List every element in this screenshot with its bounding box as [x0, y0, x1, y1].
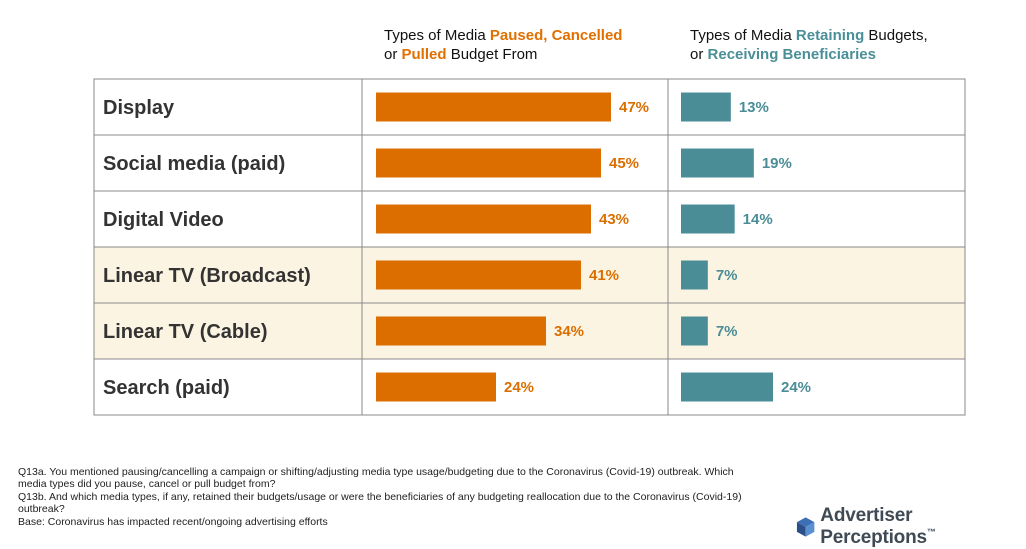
retaining-value-label: 24% — [781, 379, 811, 396]
header-right-line2-prefix: or — [690, 46, 708, 63]
category-label: Search (paid) — [103, 377, 230, 399]
retaining-bar — [681, 204, 735, 234]
paused-bar — [376, 204, 591, 234]
footnote-q13b: Q13b. And which media types, if any, ret… — [18, 490, 742, 516]
category-label: Digital Video — [103, 209, 224, 231]
paused-bar — [376, 316, 546, 346]
header-left-highlight2: Pulled — [401, 46, 447, 63]
category-label: Social media (paid) — [103, 153, 285, 175]
logo-text: Advertiser Perceptions — [820, 505, 927, 548]
retaining-value-label: 7% — [716, 267, 738, 284]
header-right-highlight2: Receiving Beneficiaries — [707, 46, 876, 63]
retaining-column-header: Types of Media Retaining Budgets, or Rec… — [690, 26, 928, 64]
category-label: Display — [103, 97, 175, 119]
retaining-bar — [681, 92, 731, 122]
retaining-bar — [681, 316, 708, 346]
paused-value-label: 34% — [554, 323, 584, 340]
header-left-highlight1: Paused, Cancelled — [489, 27, 623, 44]
media-budget-chart: Display 47% 13% Social media (paid) 45% 19% Di… — [93, 78, 966, 416]
footnote-base: Base: Coronavirus has impacted recent/on… — [18, 515, 328, 528]
footnote-q13a: Q13a. You mentioned pausing/cancelling a… — [18, 466, 734, 491]
paused-value-label: 43% — [599, 211, 629, 228]
paused-bar — [376, 260, 581, 290]
retaining-bar — [681, 260, 708, 290]
paused-bar — [376, 148, 601, 178]
paused-column-header: Types of Media Paused, Cancelled or Pull… — [384, 26, 622, 64]
footnote: Q13a. You mentioned pausing/cancelling a… — [18, 466, 758, 528]
paused-value-label: 24% — [504, 379, 534, 396]
retaining-value-label: 14% — [743, 211, 773, 228]
header-right-prefix: Types of Media — [690, 27, 796, 44]
header-right-highlight1: Retaining — [795, 27, 865, 44]
paused-bar — [376, 92, 611, 122]
retaining-value-label: 7% — [716, 323, 738, 340]
category-label: Linear TV (Broadcast) — [103, 265, 311, 287]
category-label: Linear TV (Cable) — [103, 321, 267, 343]
paused-value-label: 45% — [609, 155, 639, 172]
retaining-value-label: 19% — [762, 155, 792, 172]
paused-bar — [376, 372, 496, 402]
retaining-value-label: 13% — [739, 99, 769, 116]
cube-logo-icon — [796, 517, 815, 537]
header-left-line2-prefix: or — [384, 46, 402, 63]
header-right-suffix1: Budgets, — [864, 27, 928, 44]
paused-value-label: 41% — [589, 267, 619, 284]
header-left-prefix: Types of Media — [384, 27, 490, 44]
brand-logo: Advertiser Perceptions™ — [795, 505, 1026, 549]
paused-value-label: 47% — [619, 99, 649, 116]
logo-trademark: ™ — [926, 527, 936, 537]
header-left-suffix: Budget From — [446, 46, 538, 63]
retaining-bar — [681, 372, 773, 402]
retaining-bar — [681, 148, 754, 178]
